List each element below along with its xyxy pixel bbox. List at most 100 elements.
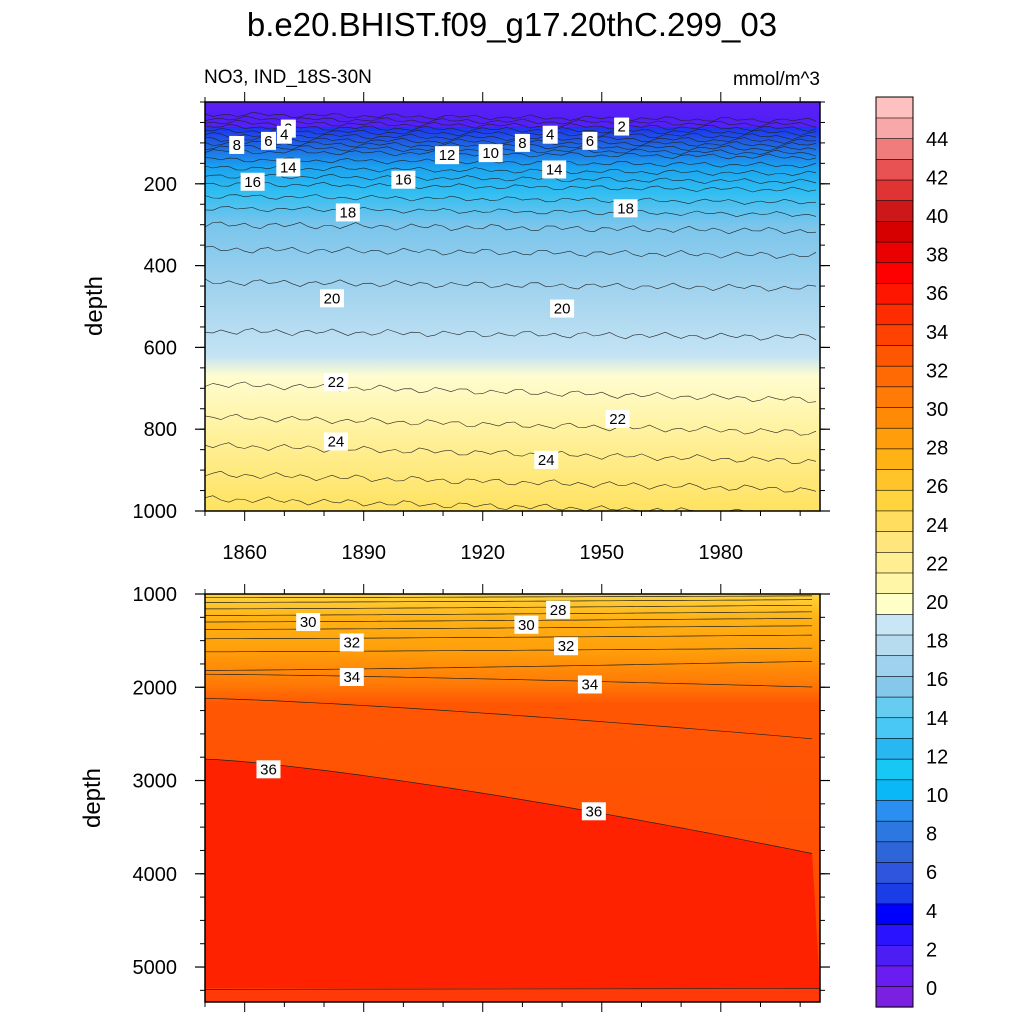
y-tick-label: 1000 [133, 501, 178, 523]
lower-y-axis-label: depth [79, 768, 106, 828]
contour-label-box [319, 289, 344, 308]
contour-line [204, 758, 813, 854]
contour-line [204, 181, 817, 193]
contour-label-box [339, 667, 364, 686]
colorbar-swatch [875, 365, 914, 388]
x-tick-label: 1950 [580, 542, 625, 564]
colorbar-label: 38 [926, 245, 948, 267]
contour-label-text: 28 [550, 602, 567, 619]
contour-label-box [546, 600, 571, 619]
contour-label-box [323, 432, 348, 451]
colorbar-swatch [875, 986, 914, 1008]
contour-label-text: 8 [518, 135, 526, 152]
upper-contour-labels: 224466881012141416161818202022222424 [229, 117, 638, 469]
contour-label-text: 18 [339, 204, 356, 221]
contour-label-text: 10 [482, 145, 499, 162]
contour-label-box [613, 199, 638, 218]
contour-label-text: 24 [538, 452, 555, 469]
upper-field [205, 102, 820, 511]
colorbar-swatch [875, 861, 914, 884]
contour-line [204, 988, 821, 990]
contour-label-box [229, 135, 245, 154]
contour-line [205, 599, 813, 603]
contour-label-text: 34 [582, 676, 599, 693]
y-tick-label: 1000 [133, 584, 178, 606]
contour-line [204, 111, 817, 124]
contour-label: 4 [542, 125, 558, 144]
contour-line [204, 140, 817, 152]
contour-line [204, 660, 813, 671]
contour-label: 8 [229, 135, 245, 154]
y-tick-label: 5000 [133, 957, 178, 979]
contour-label: 32 [339, 633, 364, 652]
contour-line [204, 381, 817, 403]
colorbar-swatch [875, 965, 914, 987]
colorbar-swatch [875, 489, 914, 512]
colorbar-swatch [875, 799, 914, 822]
colorbar-label: 0 [926, 978, 937, 1000]
x-tick-label: 1890 [341, 542, 386, 564]
contour-label-text: 4 [280, 127, 288, 144]
contour-line [204, 206, 817, 218]
contour-line [204, 173, 817, 184]
chart-title: b.e20.BHIST.f09_g17.20thC.299_03 [247, 6, 777, 43]
contour-label-box [514, 615, 539, 634]
colorbar-swatch [875, 923, 914, 946]
colorbar-swatch [875, 241, 914, 264]
contour-line [205, 595, 813, 599]
colorbar-swatch [875, 179, 914, 202]
colorbar-swatch [875, 841, 914, 863]
contour-label-box [435, 146, 460, 165]
contour-line [204, 136, 817, 148]
x-tick-label: 1980 [699, 542, 744, 564]
contour-label: 32 [554, 637, 579, 656]
colorbar-swatch [875, 96, 914, 119]
upper-panel: 224466881012141416161818202022222424 200… [81, 92, 830, 564]
contour-label: 18 [335, 203, 360, 222]
contour-line [204, 145, 817, 157]
contour-label: 8 [514, 133, 530, 152]
contour-label-box [605, 409, 630, 428]
lower-contour-labels: 28 30 30 32 32 34 34 36 36 [256, 600, 606, 821]
contour-label-box [542, 125, 558, 144]
colorbar-label: 26 [926, 476, 948, 498]
y-tick-label: 400 [144, 256, 177, 278]
upper-contour-lines [204, 111, 817, 512]
colorbar-label: 44 [926, 129, 948, 151]
contour-line [204, 157, 817, 169]
contour-label-text: 32 [343, 634, 360, 651]
lower-axes: 1000 2000 3000 4000 5000 [133, 584, 830, 1012]
upper-deep-band [205, 102, 820, 127]
contour-label-text: 22 [328, 374, 345, 391]
colorbar-swatch [875, 531, 914, 553]
colorbar-swatch [875, 303, 914, 326]
colorbar-label: 22 [926, 553, 948, 575]
colorbar-label: 14 [926, 708, 948, 730]
contour-line [204, 698, 813, 740]
colorbar-label: 4 [926, 901, 937, 923]
contour-label: 34 [339, 667, 364, 686]
contour-label: 6 [582, 131, 598, 150]
colorbar-swatch [875, 613, 914, 636]
contour-label-text: 20 [554, 301, 571, 318]
contour-label: 2 [614, 117, 630, 136]
contour-label-text: 36 [585, 803, 602, 820]
contour-line [204, 328, 817, 341]
colorbar-swatch [875, 200, 914, 222]
x-tick-label: 1920 [460, 542, 505, 564]
contour-label: 24 [534, 450, 559, 469]
contour-label-text: 2 [617, 119, 625, 136]
contour-label-box [542, 160, 567, 179]
contour-label-text: 20 [324, 290, 341, 307]
contour-label-box [514, 133, 530, 152]
contour-label-box [534, 450, 559, 469]
colorbar-swatch [875, 903, 914, 925]
contour-label-box [276, 125, 292, 144]
contour-label-box [276, 158, 301, 177]
contour-label-box [614, 117, 630, 136]
contour-label-text: 14 [546, 161, 563, 178]
contour-label: 14 [542, 160, 567, 179]
contour-label: 20 [319, 289, 344, 308]
contour-label: 10 [478, 144, 503, 163]
contour-line [204, 634, 813, 640]
